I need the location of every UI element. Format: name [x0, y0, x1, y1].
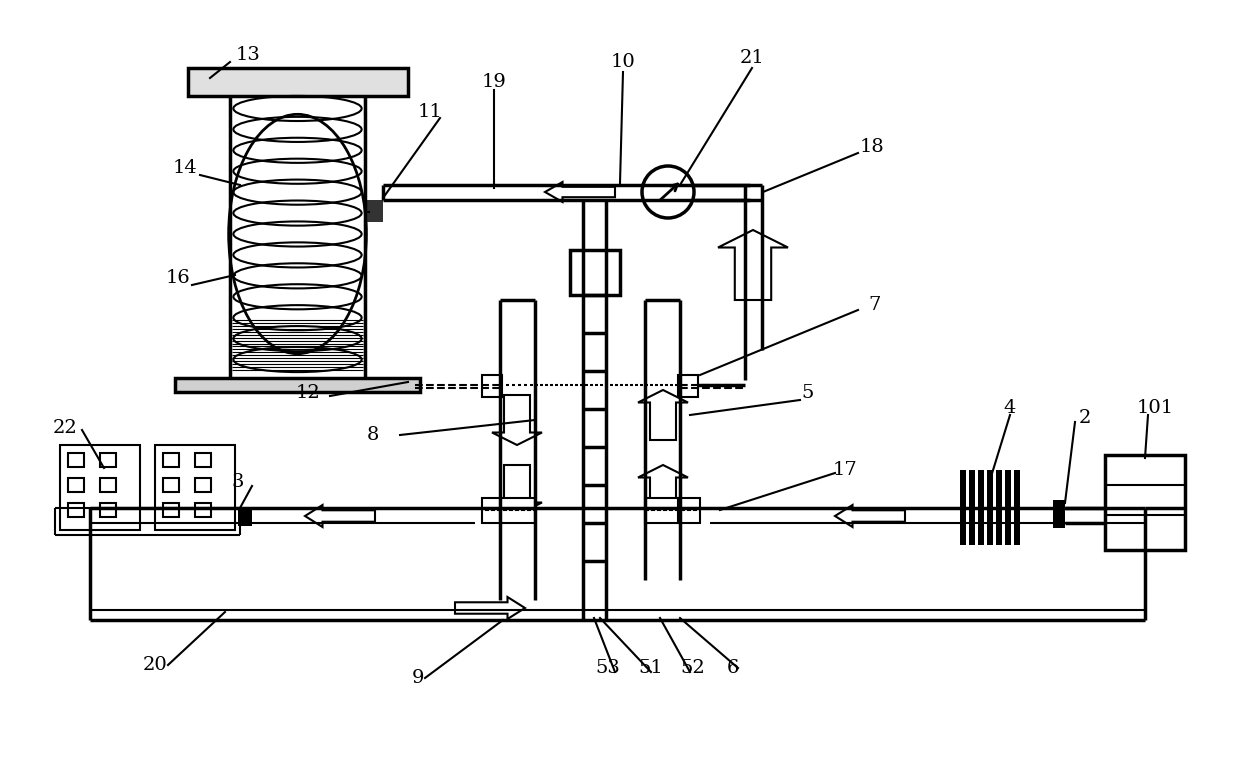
- Text: 10: 10: [610, 53, 635, 71]
- Polygon shape: [305, 505, 374, 527]
- Text: 13: 13: [236, 46, 260, 64]
- Polygon shape: [639, 390, 688, 440]
- Text: 51: 51: [639, 659, 663, 677]
- Text: 3: 3: [232, 473, 244, 491]
- Bar: [195, 478, 211, 492]
- Bar: [987, 470, 993, 545]
- Bar: [1053, 500, 1065, 528]
- Text: 53: 53: [595, 659, 620, 677]
- Bar: [188, 68, 408, 96]
- Bar: [968, 470, 975, 545]
- Bar: [100, 478, 117, 492]
- Bar: [162, 503, 179, 517]
- Text: 5: 5: [802, 384, 815, 402]
- Text: 101: 101: [1136, 399, 1173, 417]
- Bar: [960, 470, 966, 545]
- Polygon shape: [492, 395, 542, 445]
- Text: 16: 16: [166, 269, 191, 287]
- Text: 12: 12: [295, 384, 320, 402]
- Bar: [678, 498, 701, 523]
- Text: 2: 2: [1079, 409, 1091, 427]
- Text: 8: 8: [367, 426, 379, 444]
- Text: 11: 11: [418, 103, 443, 121]
- Text: 52: 52: [681, 659, 706, 677]
- Polygon shape: [718, 230, 787, 300]
- Bar: [68, 453, 84, 467]
- Text: 21: 21: [739, 49, 764, 67]
- Text: 9: 9: [412, 669, 424, 687]
- Bar: [100, 453, 117, 467]
- Bar: [570, 250, 620, 295]
- Bar: [100, 503, 117, 517]
- Bar: [1105, 455, 1185, 550]
- Text: 6: 6: [727, 659, 739, 677]
- Bar: [365, 200, 383, 222]
- Bar: [68, 503, 84, 517]
- Bar: [195, 453, 211, 467]
- Text: 18: 18: [859, 138, 884, 156]
- Bar: [996, 470, 1002, 545]
- Bar: [238, 510, 252, 526]
- Bar: [60, 445, 140, 530]
- Circle shape: [642, 166, 694, 218]
- Bar: [1014, 470, 1021, 545]
- Bar: [162, 478, 179, 492]
- Polygon shape: [835, 505, 905, 527]
- Text: 20: 20: [143, 656, 167, 674]
- Polygon shape: [455, 597, 525, 619]
- Polygon shape: [639, 465, 688, 515]
- Bar: [482, 498, 502, 523]
- Bar: [155, 445, 236, 530]
- Bar: [482, 375, 502, 397]
- Bar: [645, 498, 680, 523]
- Polygon shape: [492, 465, 542, 515]
- Polygon shape: [546, 182, 615, 202]
- Bar: [978, 470, 985, 545]
- Bar: [68, 478, 84, 492]
- Bar: [195, 503, 211, 517]
- Bar: [678, 375, 698, 397]
- Bar: [500, 498, 534, 523]
- Text: 17: 17: [832, 461, 857, 479]
- Text: 19: 19: [481, 73, 506, 91]
- Text: 7: 7: [869, 296, 882, 314]
- Bar: [175, 378, 420, 392]
- Text: 4: 4: [1004, 399, 1017, 417]
- Bar: [1004, 470, 1011, 545]
- Bar: [162, 453, 179, 467]
- Text: 22: 22: [52, 419, 77, 437]
- Text: 14: 14: [172, 159, 197, 177]
